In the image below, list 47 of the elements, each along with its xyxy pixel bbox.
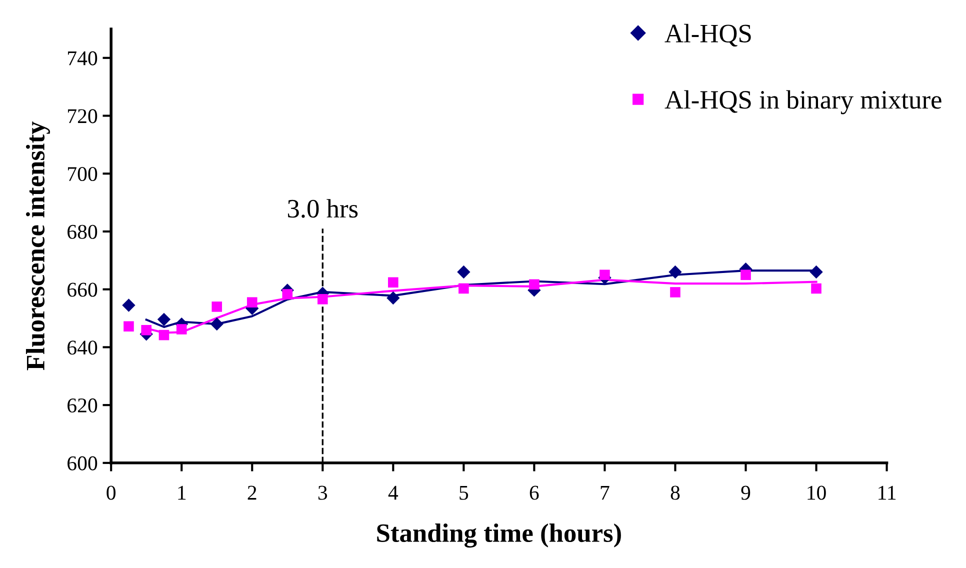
y-tick-label: 600	[68, 456, 98, 470]
ref-line-label: 3.0 hrs	[288, 199, 358, 218]
x-tick-label: 6	[530, 486, 539, 500]
point	[457, 265, 470, 279]
point	[282, 289, 293, 300]
y-axis-title: Fluorescence intensity	[26, 121, 50, 370]
y-tick-label: 680	[68, 224, 98, 239]
y-tick-label: 720	[68, 109, 98, 124]
point	[668, 265, 682, 279]
point	[158, 330, 170, 340]
point	[600, 270, 610, 280]
point	[317, 294, 328, 304]
x-tick-label: 8	[670, 486, 680, 500]
x-tick-label: 5	[460, 486, 468, 500]
point	[176, 324, 187, 334]
y-tick-label: 640	[68, 340, 98, 355]
point	[386, 291, 400, 305]
point	[811, 283, 822, 294]
point	[157, 312, 171, 326]
y-tick-label: 660	[68, 282, 98, 297]
x-tick-label: 3	[318, 486, 328, 500]
point	[529, 279, 540, 290]
point	[388, 277, 398, 288]
y-tick-label: 620	[68, 398, 98, 412]
legend-label: Al-HQS in binary mixture	[664, 90, 942, 114]
x-tick-label: 9	[741, 486, 750, 500]
point	[210, 317, 224, 331]
point	[740, 270, 751, 280]
point	[141, 324, 152, 336]
x-tick-label: 0	[106, 486, 116, 500]
point	[246, 297, 258, 308]
point	[124, 321, 134, 332]
x-tick-label: 4	[388, 486, 398, 500]
x-tick-label: 10	[808, 486, 826, 500]
point	[212, 302, 222, 312]
y-tick-label: 740	[68, 51, 98, 66]
x-tick-label: 7	[600, 486, 610, 500]
point	[810, 265, 823, 279]
point	[670, 287, 680, 298]
point	[458, 283, 469, 294]
x-axis-title: Standing time (hours)	[377, 523, 621, 548]
x-tick-label: 1	[178, 486, 186, 500]
y-tick-label: 700	[68, 166, 98, 182]
x-tick-label: 2	[248, 486, 256, 500]
legend-label: Al-HQS	[664, 24, 751, 46]
x-tick-label: 11	[878, 486, 896, 500]
point	[122, 298, 136, 312]
